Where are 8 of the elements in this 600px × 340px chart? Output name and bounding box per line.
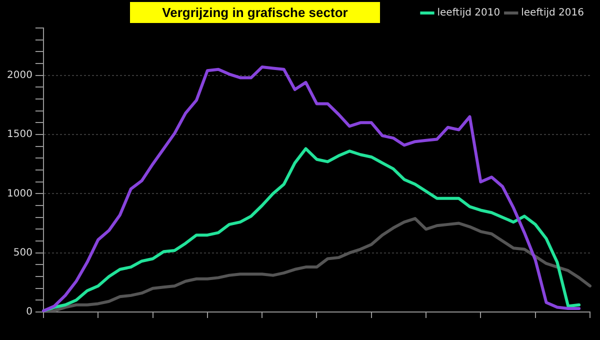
legend-label: leeftijd 2016 <box>521 8 584 19</box>
y-tick-label: 0 <box>26 306 32 318</box>
y-tick-label: 500 <box>13 247 32 258</box>
legend-label: leeftijd 2010 <box>437 8 500 19</box>
y-tick-label: 1000 <box>6 188 32 200</box>
y-tick-label: 1500 <box>6 129 32 140</box>
chart-title: Vergrijzing in grafische sector <box>130 2 380 23</box>
y-tick-label: 2000 <box>6 70 32 81</box>
